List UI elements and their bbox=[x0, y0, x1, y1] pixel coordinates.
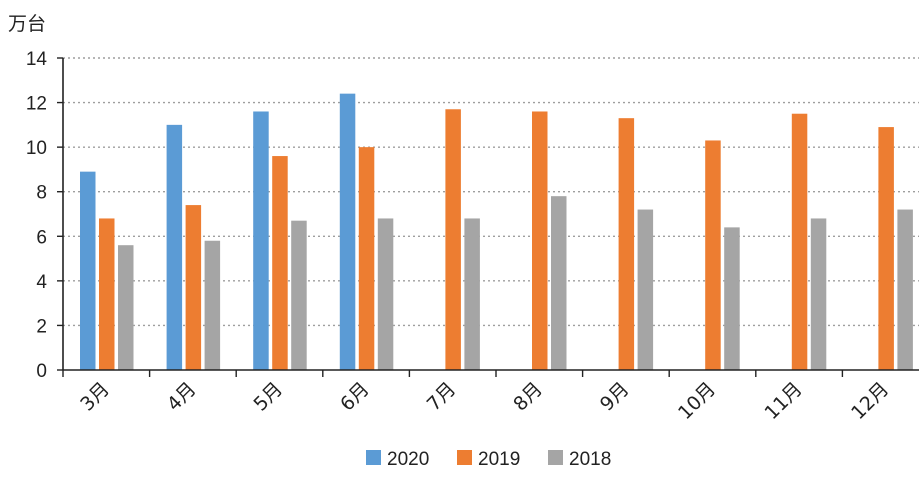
bar-2019-11月 bbox=[791, 113, 808, 370]
legend-swatch bbox=[457, 450, 472, 465]
legend-swatch bbox=[366, 450, 381, 465]
y-tick-label: 6 bbox=[36, 227, 47, 248]
bar-2018-11月 bbox=[810, 218, 827, 370]
bar-2020-4月 bbox=[166, 124, 183, 370]
bar-2018-9月 bbox=[637, 209, 654, 370]
legend-swatch bbox=[548, 450, 563, 465]
bar-2019-3月 bbox=[99, 218, 115, 370]
y-tick-label: 0 bbox=[36, 361, 47, 382]
y-tick-label: 12 bbox=[26, 94, 47, 115]
bar-2020-5月 bbox=[253, 111, 269, 370]
x-category-label: 7月 bbox=[423, 378, 461, 416]
bar-2018-3月 bbox=[118, 245, 134, 370]
legend-label: 2019 bbox=[478, 449, 520, 470]
bar-2019-12月 bbox=[878, 127, 894, 370]
bar-2019-4月 bbox=[185, 205, 202, 370]
legend-label: 2018 bbox=[569, 449, 611, 470]
legend: 2020 2019 2018 bbox=[366, 449, 611, 470]
bar-2018-4月 bbox=[204, 240, 221, 370]
bar-series bbox=[80, 93, 913, 371]
legend-label: 2020 bbox=[387, 449, 429, 470]
bar-2019-6月 bbox=[358, 147, 375, 370]
bar-2018-10月 bbox=[724, 227, 740, 370]
x-category-label: 8月 bbox=[509, 378, 547, 416]
bar-2018-8月 bbox=[551, 196, 567, 370]
bar-2020-6月 bbox=[339, 93, 356, 371]
x-category-label: 11月 bbox=[761, 378, 807, 424]
x-category-label: 9月 bbox=[596, 378, 634, 416]
x-category-label: 6月 bbox=[336, 378, 374, 416]
bar-2019-10月 bbox=[705, 140, 721, 370]
y-tick-label: 14 bbox=[26, 49, 48, 70]
y-tick-label: 4 bbox=[36, 272, 47, 293]
bar-2018-5月 bbox=[291, 220, 307, 370]
bar-2019-7月 bbox=[445, 109, 461, 370]
x-category-label: 10月 bbox=[674, 378, 720, 424]
axes bbox=[62, 58, 919, 377]
y-tick-label: 2 bbox=[36, 316, 47, 337]
x-category-label: 4月 bbox=[163, 378, 201, 416]
bar-2019-8月 bbox=[532, 111, 548, 370]
y-tick-label: 10 bbox=[26, 138, 47, 159]
bar-2018-12月 bbox=[897, 209, 913, 370]
x-category-label: 12月 bbox=[847, 378, 893, 424]
x-category-label: 3月 bbox=[76, 378, 114, 416]
y-axis-unit-label: 万台 bbox=[8, 13, 46, 35]
bar-2019-9月 bbox=[618, 118, 635, 371]
y-axis-ticks: 0 2 4 6 8 10 12 14 bbox=[26, 49, 63, 382]
x-category-label: 5月 bbox=[249, 378, 287, 416]
bar-2019-5月 bbox=[272, 156, 288, 370]
bar-2018-7月 bbox=[464, 218, 480, 370]
x-axis-labels: 3月 4月 5月 6月 7月 8月 9月 10月 11月 12月 bbox=[76, 378, 893, 424]
bar-2020-3月 bbox=[80, 171, 96, 370]
y-tick-label: 8 bbox=[36, 183, 47, 204]
bar-2018-6月 bbox=[377, 218, 394, 370]
